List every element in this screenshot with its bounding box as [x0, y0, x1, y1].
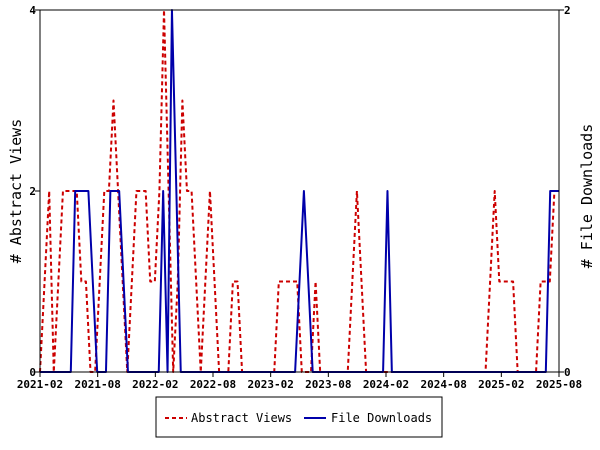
- x-tick-label: 2023-02: [247, 378, 293, 391]
- y-left-tick-label: 2: [29, 185, 36, 198]
- x-tick-label: 2025-02: [478, 378, 524, 391]
- series-line-abstract-views: [39, 9, 559, 373]
- x-tick-label: 2022-02: [132, 378, 178, 391]
- x-tick-label: 2022-08: [190, 378, 236, 391]
- y-right-tick-label: 2: [564, 4, 571, 17]
- axis-layer: 2021-02 2021-08 2022-02 2022-08 2023-02 2023-…: [17, 4, 582, 391]
- y-right-tick-label: 0: [564, 366, 571, 379]
- legend: Abstract Views File Downloads: [155, 396, 443, 438]
- x-tick-label: 2024-08: [420, 378, 466, 391]
- x-tick-label: 2024-02: [363, 378, 409, 391]
- series-line-file-downloads: [40, 9, 559, 373]
- x-tick-label: 2021-02: [17, 378, 63, 391]
- x-tick-label: 2025-08: [536, 378, 582, 391]
- y-right-axis-title: # File Downloads: [578, 124, 596, 269]
- x-tick-label: 2021-08: [74, 378, 120, 391]
- legend-label-file-downloads: File Downloads: [331, 411, 432, 425]
- legend-label-abstract-views: Abstract Views: [191, 411, 292, 425]
- y-left-tick-label: 0: [29, 366, 36, 379]
- y-left-axis-title: # Abstract Views: [7, 119, 25, 264]
- x-tick-label: 2023-08: [305, 378, 351, 391]
- y-left-tick-label: 4: [29, 4, 36, 17]
- legend-box: [155, 396, 443, 438]
- series-layer: [39, 9, 559, 373]
